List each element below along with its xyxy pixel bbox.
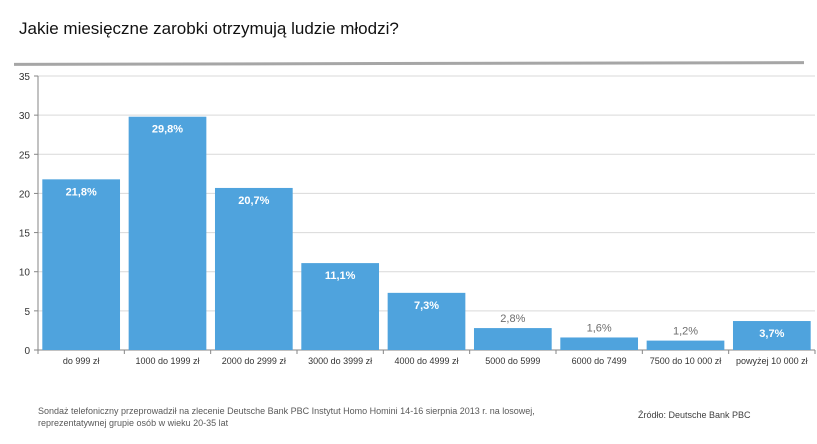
x-tick-label: do 999 zł — [63, 356, 100, 366]
y-tick-label: 15 — [19, 229, 31, 240]
data-label: 29,8% — [152, 124, 183, 136]
y-tick-label: 0 — [24, 346, 30, 357]
source-label: Źródło: Deutsche Bank PBC — [638, 410, 751, 420]
x-tick-label: 6000 do 7499 — [572, 356, 627, 366]
x-tick-label: 1000 do 1999 zł — [135, 356, 199, 366]
y-tick-label: 25 — [19, 150, 31, 161]
bar — [473, 328, 552, 350]
x-tick-labels: do 999 zł 1000 do 1999 zł 2000 do 2999 zł 3… — [63, 356, 808, 366]
bar — [560, 337, 639, 350]
y-tick-label: 35 — [19, 72, 31, 83]
y-tick-label: 10 — [19, 268, 31, 279]
x-tick-label: 5000 do 5999 — [485, 356, 540, 366]
y-tick-labels: 0 5 10 15 20 25 30 35 — [19, 72, 31, 357]
x-tick-label: 3000 do 3999 zł — [308, 356, 372, 366]
data-labels: 21,8% 29,8% 20,7% 11,1% 7,3% 2,8% 1,6% 1,2% 3,7% — [66, 124, 785, 340]
x-tick-label: 2000 do 2999 zł — [222, 356, 286, 366]
y-tick-label: 30 — [19, 111, 31, 122]
survey-note: Sondaż telefoniczny przeprowadził na zle… — [38, 406, 535, 428]
data-label: 20,7% — [238, 195, 269, 207]
bar — [387, 292, 466, 350]
data-label: 1,6% — [587, 322, 612, 334]
x-tick-label: powyżej 10 000 zł — [736, 356, 808, 366]
data-label: 1,2% — [673, 326, 698, 338]
bar — [42, 179, 121, 350]
data-label: 3,7% — [759, 328, 784, 340]
x-tick-label: 7500 do 10 000 zł — [650, 356, 722, 366]
bar — [214, 187, 293, 350]
y-tick-label: 20 — [19, 189, 31, 200]
bar — [646, 340, 725, 350]
x-tick-label: 4000 do 4999 zł — [394, 356, 458, 366]
data-label: 21,8% — [66, 186, 97, 198]
data-label: 2,8% — [500, 313, 525, 325]
bars — [42, 116, 811, 350]
bar — [128, 116, 207, 350]
y-tick-label: 5 — [24, 307, 30, 318]
bar — [732, 321, 811, 350]
bar — [301, 263, 380, 350]
data-label: 7,3% — [414, 300, 439, 312]
data-label: 11,1% — [325, 270, 356, 282]
chart-title: Jakie miesięczne zarobki otrzymują ludzi… — [19, 19, 399, 38]
